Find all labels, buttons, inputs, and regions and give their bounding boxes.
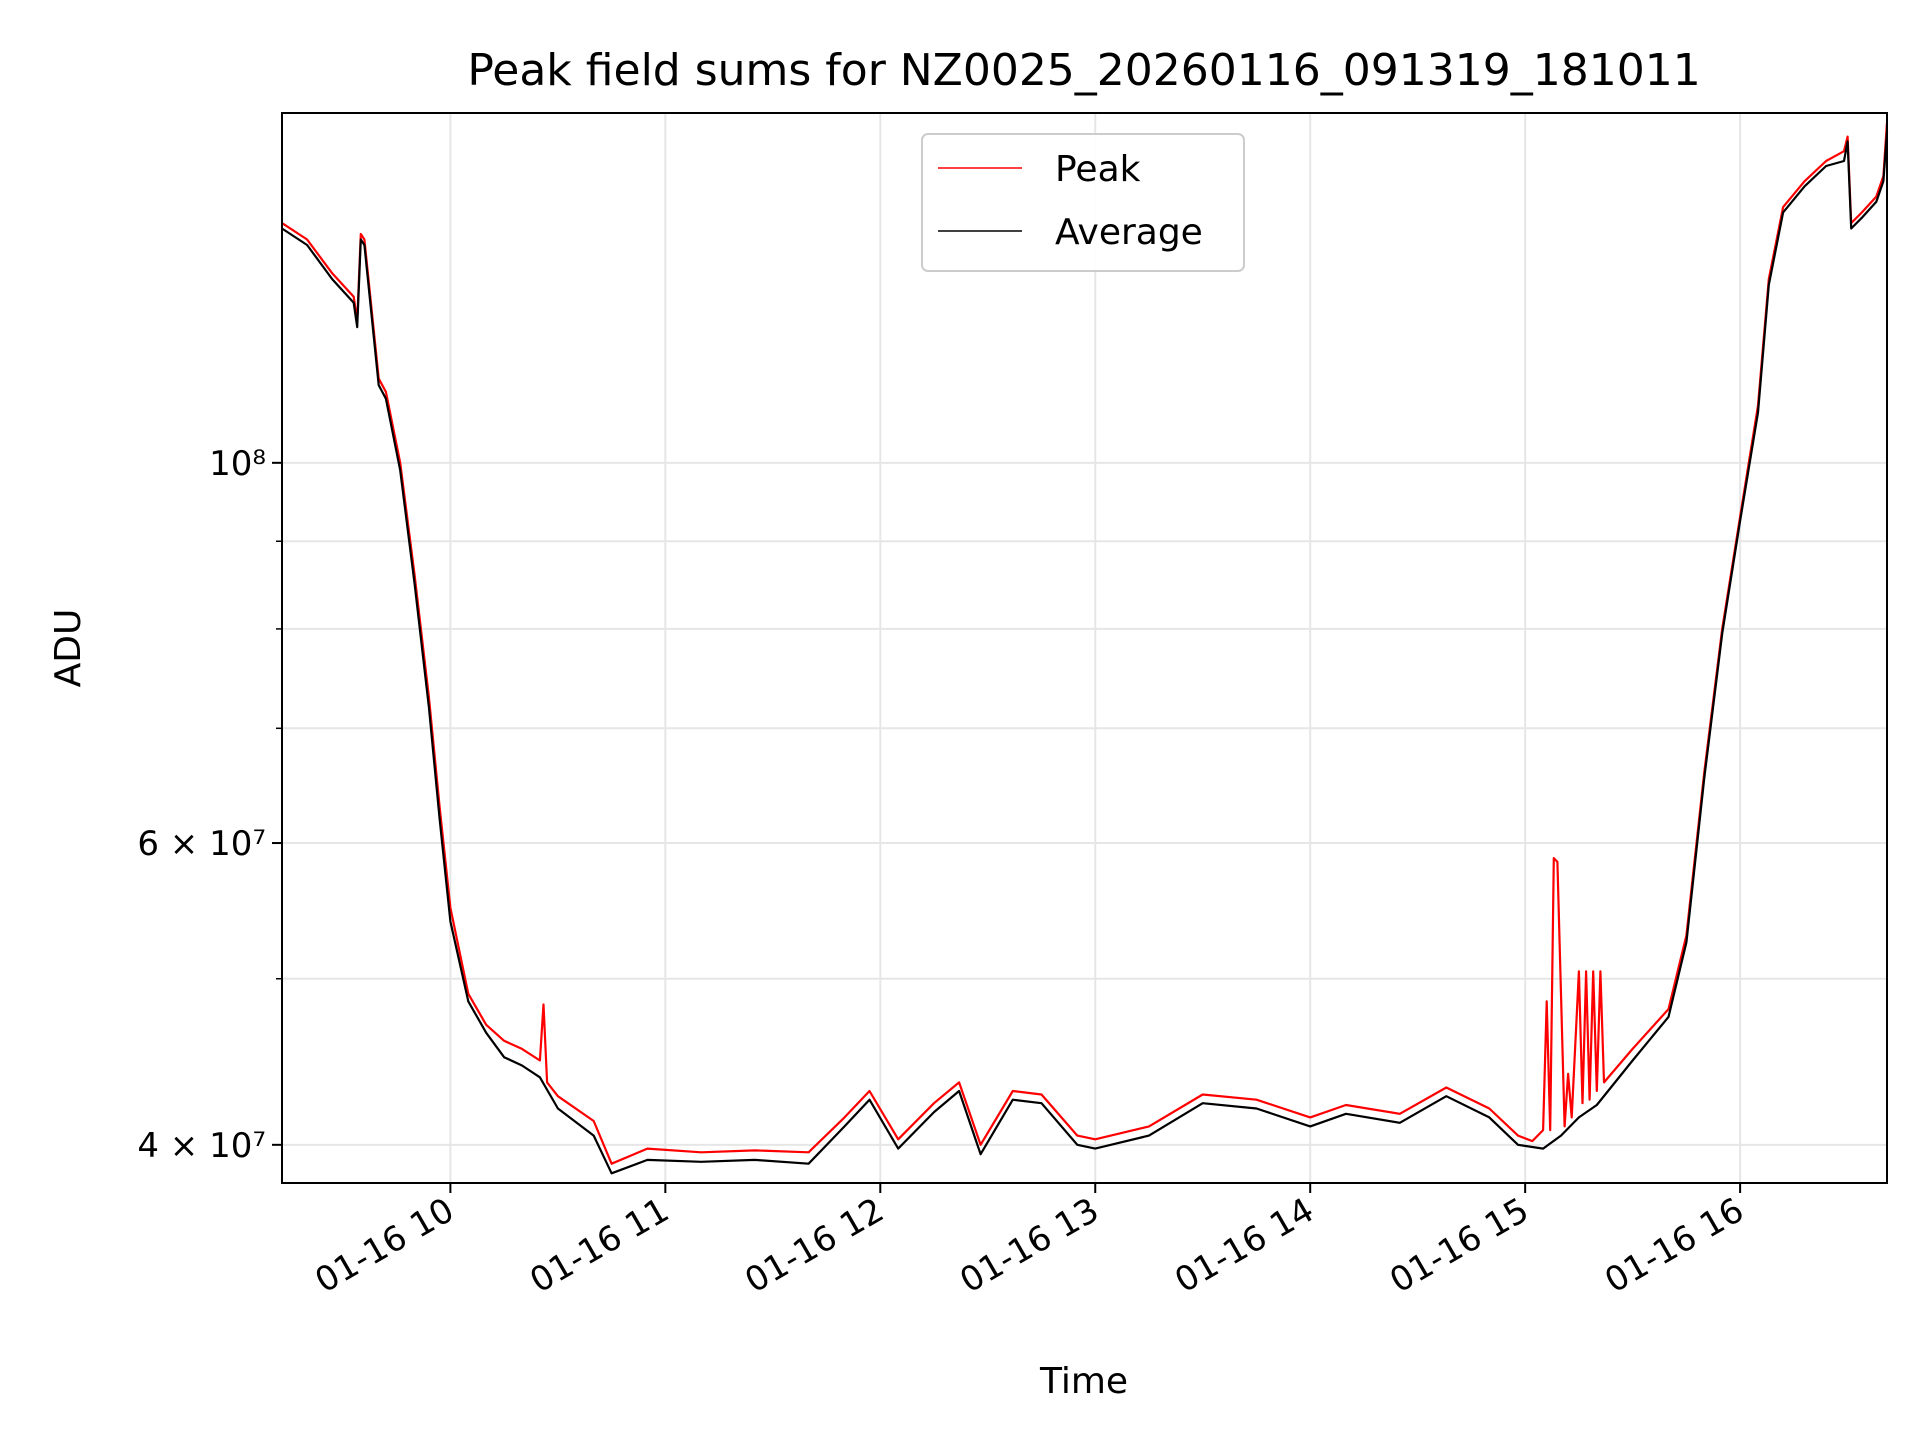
chart-title: Peak field sums for NZ0025_20260116_0913… — [467, 45, 1700, 96]
legend-label-average: Average — [1055, 212, 1203, 253]
y-tick-label: 4 × 10⁷ — [137, 1126, 266, 1166]
y-tick-label: 6 × 10⁷ — [137, 824, 266, 864]
x-axis-label: Time — [1039, 1361, 1128, 1402]
legend-label-peak: Peak — [1055, 149, 1141, 190]
y-axis: 4 × 10⁷ 6 × 10⁷ 10⁸ — [137, 444, 282, 1166]
legend: Peak Average — [921, 133, 1245, 272]
plot-frame — [281, 112, 1888, 1184]
series-layer — [281, 122, 1889, 1175]
grid — [282, 113, 1887, 1183]
y-tick-label: 10⁸ — [209, 444, 266, 484]
y-axis-label: ADU — [48, 609, 89, 688]
series-line-average — [281, 131, 1889, 1175]
